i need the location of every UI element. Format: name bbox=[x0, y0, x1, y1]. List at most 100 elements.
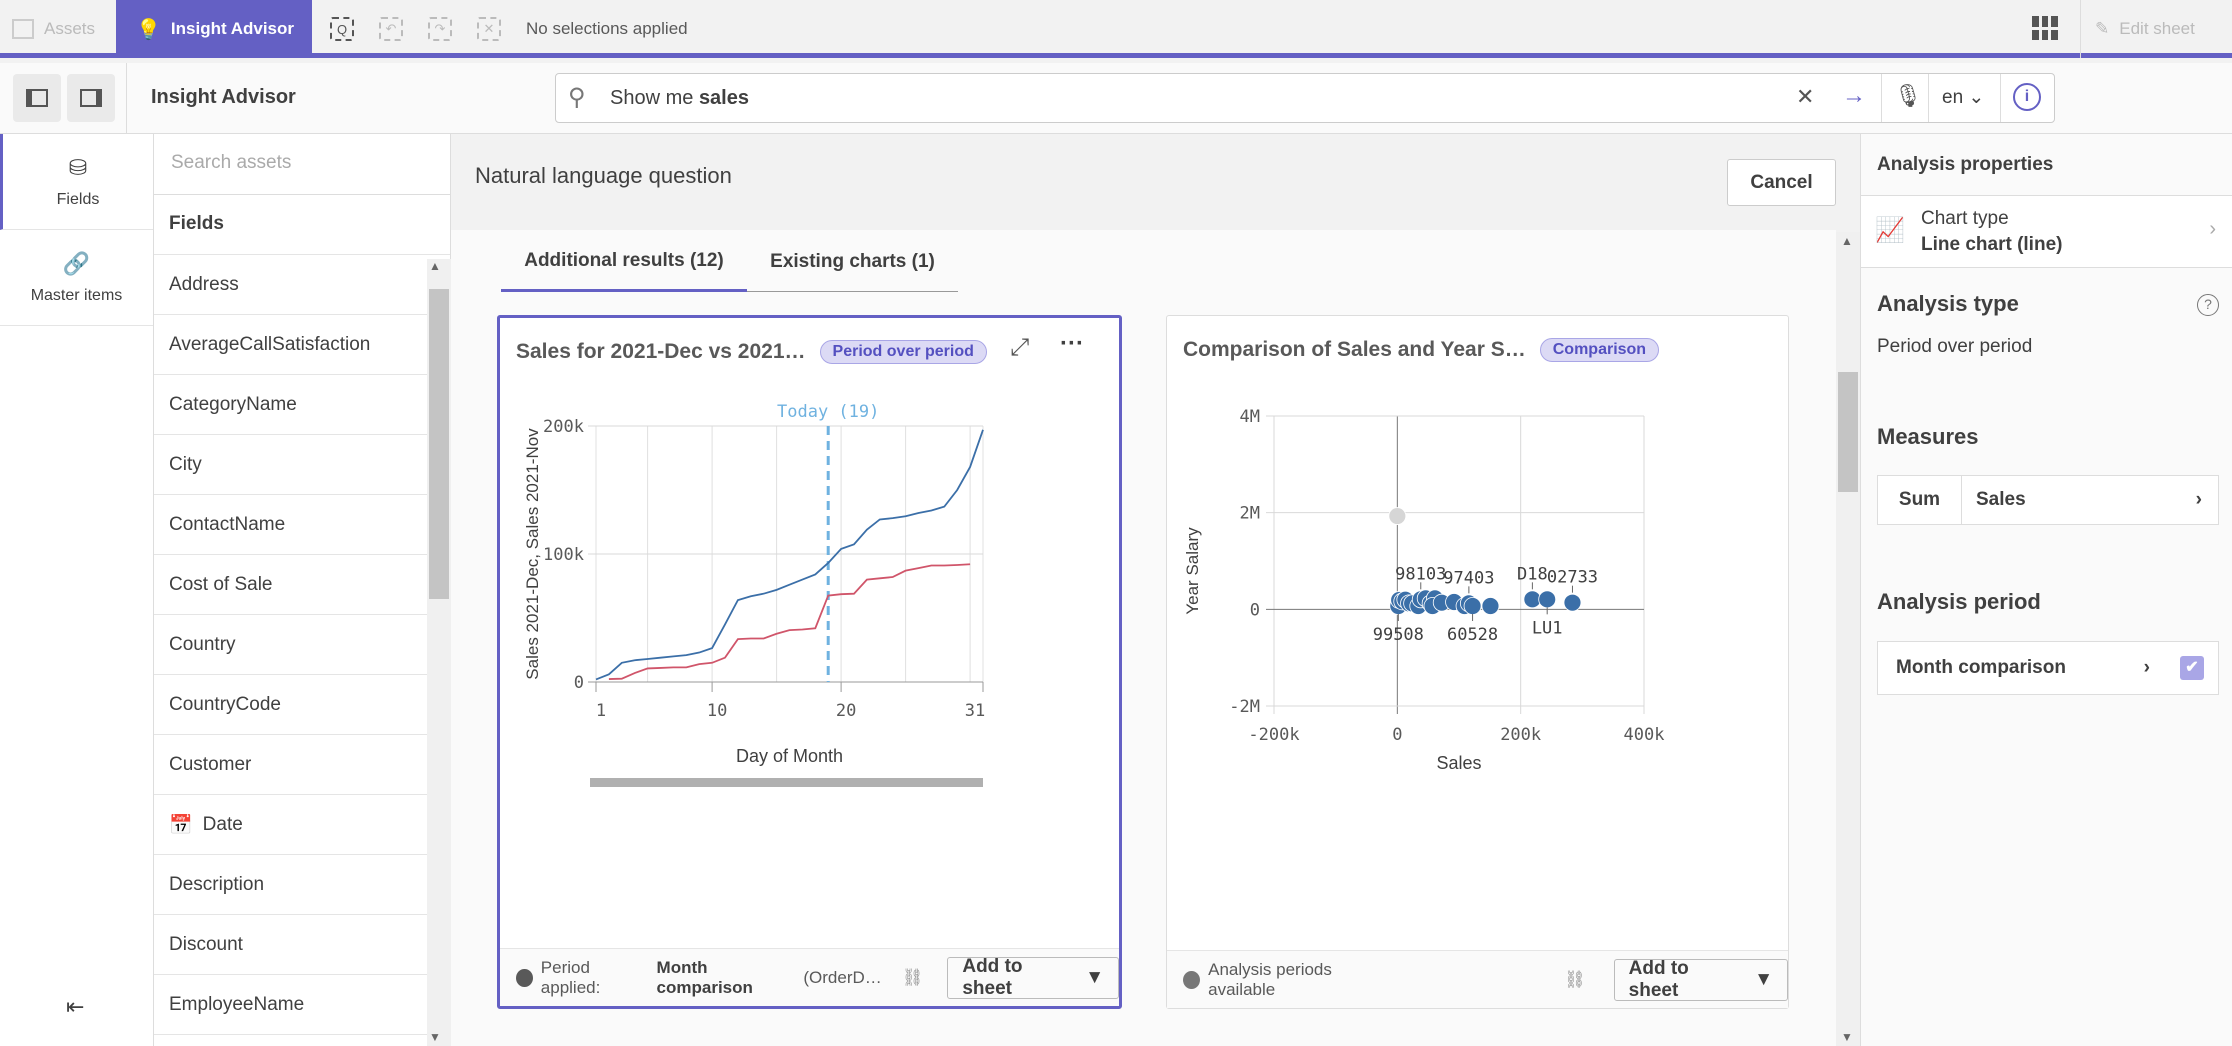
x-tick-label: 1 bbox=[596, 701, 606, 721]
field-item[interactable]: CountryCode bbox=[154, 675, 427, 735]
chevron-right-icon: › bbox=[2209, 218, 2216, 240]
expand-icon[interactable]: ⤢ bbox=[1010, 334, 1030, 361]
field-item[interactable]: City bbox=[154, 435, 427, 495]
toggle-right-panel-button[interactable] bbox=[67, 74, 115, 122]
field-item[interactable]: 📅 Date bbox=[154, 795, 427, 855]
selections-status: No selections applied bbox=[526, 19, 688, 38]
field-list: Address AverageCallSatisfaction CategoryNa… bbox=[154, 255, 427, 1035]
search-input[interactable]: Show me sales bbox=[610, 87, 749, 110]
field-item[interactable]: ContactName bbox=[154, 495, 427, 555]
properties-title: Analysis properties bbox=[1861, 134, 2232, 196]
analysis-periods-label: Analysis periods available bbox=[1208, 959, 1332, 999]
measure-aggregation[interactable]: Sum bbox=[1878, 476, 1962, 524]
panel-icon bbox=[12, 19, 34, 39]
checkbox-checked[interactable]: ✔ bbox=[2180, 656, 2204, 680]
field-label: EmployeeName bbox=[169, 993, 305, 1015]
search-assets-input[interactable]: Search assets bbox=[154, 134, 450, 195]
field-item[interactable]: Address bbox=[154, 255, 427, 315]
measures-heading: Measures bbox=[1877, 424, 1979, 449]
link-icon[interactable]: ⛓ bbox=[901, 967, 924, 987]
chart-type-value: Line chart (line) bbox=[1921, 234, 2063, 255]
add-to-sheet-button[interactable]: Add to sheet ▼ bbox=[1613, 958, 1788, 1001]
caret-down-icon[interactable]: ▼ bbox=[1754, 968, 1773, 990]
field-item[interactable]: Cost of Sale bbox=[154, 555, 427, 615]
series-line-0 bbox=[595, 429, 984, 681]
add-to-sheet-label: Add to sheet bbox=[962, 955, 1023, 999]
help-icon[interactable]: ? bbox=[2197, 294, 2219, 316]
card-title: Comparison of Sales and Year S… bbox=[1183, 338, 1526, 361]
fields-panel: Search assets Fields Address AverageCallS… bbox=[154, 134, 451, 1046]
insight-search-bar[interactable]: ⚲ Show me sales ✕ → 🎙 en ⌄ i bbox=[555, 73, 2055, 123]
x-tick-label: 200k bbox=[1500, 725, 1541, 745]
field-label: ContactName bbox=[169, 513, 286, 535]
chevron-down-icon: ⌄ bbox=[1968, 87, 1985, 108]
tab-existing-charts[interactable]: Existing charts (1) bbox=[747, 232, 958, 292]
data-point bbox=[1563, 593, 1582, 612]
caret-down-icon[interactable]: ▼ bbox=[1085, 966, 1104, 988]
clear-icon[interactable]: ✕ bbox=[1796, 84, 1815, 109]
y-tick-label: 0 bbox=[1250, 600, 1260, 620]
field-item[interactable]: Description bbox=[154, 855, 427, 915]
link-icon[interactable]: ⛓ bbox=[1564, 969, 1586, 989]
search-keyword: sales bbox=[698, 87, 749, 109]
measure-field: Sales bbox=[1976, 489, 2026, 510]
clear-selections-icon[interactable]: ✕ bbox=[477, 17, 501, 41]
field-item[interactable]: EmployeeName bbox=[154, 975, 427, 1035]
microphone-icon[interactable]: 🎙 bbox=[1894, 83, 1922, 108]
x-axis-title: Day of Month bbox=[736, 746, 843, 766]
data-point bbox=[1481, 597, 1500, 615]
more-options-icon[interactable]: ··· bbox=[1060, 330, 1084, 357]
main-scrollbar[interactable]: ▲ ▼ bbox=[1836, 232, 1860, 1046]
assets-button[interactable]: Assets bbox=[0, 0, 116, 58]
point-label: LU1 bbox=[1532, 618, 1563, 638]
field-item[interactable]: Discount bbox=[154, 915, 427, 975]
edit-sheet-button[interactable]: ✎ Edit sheet bbox=[2080, 0, 2232, 58]
field-item[interactable]: CategoryName bbox=[154, 375, 427, 435]
result-card-line[interactable]: Sales for 2021-Dec vs 2021… Period over … bbox=[497, 315, 1122, 1009]
chart-type-label: Chart type bbox=[1921, 208, 2009, 229]
chart-type-row[interactable]: 📈 Chart type Line chart (line) › bbox=[1861, 196, 2232, 268]
field-label: AverageCallSatisfaction bbox=[169, 333, 371, 355]
step-back-icon[interactable]: ↶ bbox=[379, 17, 403, 41]
field-item[interactable]: Customer bbox=[154, 735, 427, 795]
search-text: Show me bbox=[610, 87, 699, 109]
x-axis-title: Sales bbox=[1436, 753, 1481, 773]
x-tick-label: 31 bbox=[965, 701, 985, 721]
smart-search-icon[interactable]: Q bbox=[330, 17, 354, 41]
field-label: Date bbox=[202, 813, 243, 835]
analysis-badge: Comparison bbox=[1539, 338, 1660, 362]
info-icon[interactable]: i bbox=[2013, 83, 2041, 111]
assets-label: Assets bbox=[44, 19, 96, 38]
submit-arrow-icon[interactable]: → bbox=[1842, 82, 1866, 109]
step-forward-icon[interactable]: ↷ bbox=[428, 17, 452, 41]
period-applied-field: (OrderD… bbox=[803, 967, 882, 987]
field-item[interactable]: AverageCallSatisfaction bbox=[154, 315, 427, 375]
rail-item-master-items[interactable]: 🔗 Master items bbox=[0, 230, 153, 326]
pencil-icon: ✎ bbox=[2095, 19, 2110, 38]
chevron-right-icon: › bbox=[2143, 657, 2150, 678]
analysis-period-item[interactable]: Month comparison › ✔ bbox=[1877, 641, 2219, 695]
collapse-panel-icon[interactable]: ⇤ bbox=[66, 994, 85, 1019]
insight-advisor-tab[interactable]: 💡 Insight Advisor bbox=[116, 0, 312, 58]
y-axis-title: Year Salary bbox=[1183, 527, 1202, 615]
measure-item-sales[interactable]: Sum Sales › bbox=[1877, 475, 2219, 525]
rail-item-fields[interactable]: ⛁ Fields bbox=[0, 134, 153, 230]
point-label: D18 bbox=[1517, 564, 1548, 584]
language-value: en bbox=[1942, 87, 1964, 108]
x-tick-label: 20 bbox=[836, 701, 856, 721]
y-tick-label: 200k bbox=[543, 417, 584, 437]
field-item[interactable]: Country bbox=[154, 615, 427, 675]
data-point bbox=[1388, 507, 1407, 525]
tab-additional-results[interactable]: Additional results (12) bbox=[501, 232, 747, 292]
point-label: 99508 bbox=[1373, 625, 1424, 645]
sheets-grid-icon[interactable] bbox=[2032, 16, 2058, 40]
result-card-scatter[interactable]: Comparison of Sales and Year S… Comparis… bbox=[1166, 315, 1789, 1009]
language-select[interactable]: en ⌄ bbox=[1942, 86, 1984, 109]
y-tick-label: 2M bbox=[1240, 504, 1260, 524]
add-to-sheet-button[interactable]: Add to sheet ▼ bbox=[947, 955, 1119, 999]
toggle-left-panel-button[interactable] bbox=[13, 74, 61, 122]
fields-scrollbar[interactable]: ▲ ▼ bbox=[427, 259, 451, 1046]
y-tick-label: 0 bbox=[574, 673, 584, 693]
cancel-button[interactable]: Cancel bbox=[1727, 159, 1836, 206]
